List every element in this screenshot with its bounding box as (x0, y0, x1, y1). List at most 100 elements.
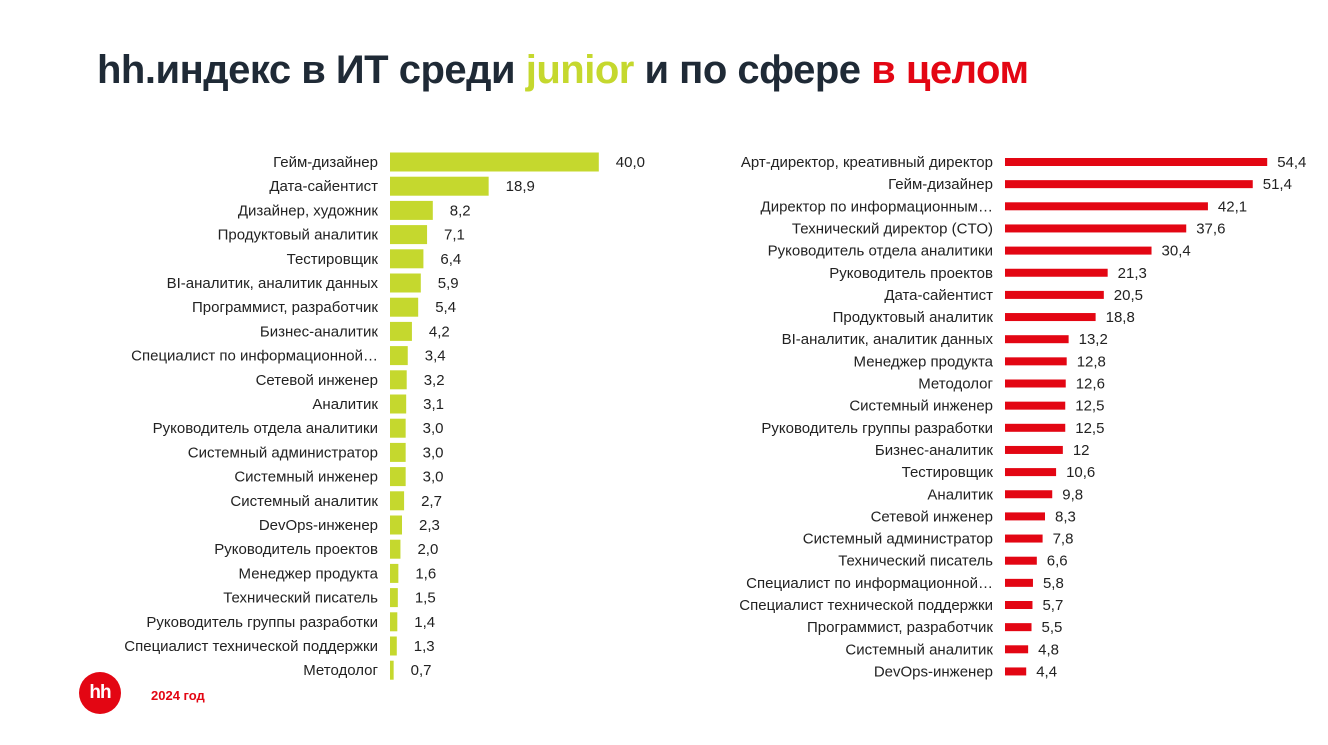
value-label: 7,1 (444, 227, 465, 244)
category-label: Руководитель проектов (214, 541, 378, 558)
category-label: Аналитик (312, 396, 378, 413)
category-label: Бизнес-аналитик (260, 323, 379, 340)
bar (1005, 357, 1067, 366)
bar (1005, 335, 1069, 344)
category-label: Гейм-дизайнер (273, 154, 378, 171)
title-part-1: hh.индекс в ИТ среди (97, 48, 526, 92)
bar (390, 588, 398, 608)
value-label: 5,8 (1043, 575, 1064, 592)
category-label: Системный аналитик (845, 641, 993, 658)
value-label: 13,2 (1079, 331, 1108, 348)
bar (390, 225, 428, 245)
category-label: Методолог (303, 662, 378, 679)
category-label: Дизайнер, художник (238, 202, 379, 219)
value-label: 3,4 (425, 348, 446, 365)
category-label: Дата-сайентист (884, 287, 993, 304)
value-label: 18,9 (506, 178, 535, 195)
value-label: 8,3 (1055, 508, 1076, 525)
category-label: DevOps-инженер (874, 663, 993, 680)
bar (1005, 401, 1066, 410)
value-label: 2,3 (419, 517, 440, 534)
bar (1005, 601, 1033, 609)
value-label: 12 (1073, 442, 1090, 459)
value-label: 5,4 (435, 299, 456, 316)
category-label: Руководитель отдела аналитики (768, 243, 993, 260)
value-label: 5,9 (438, 275, 459, 292)
category-label: Тестировщик (902, 464, 994, 481)
bar (390, 297, 419, 317)
page-title: hh.индекс в ИТ среди junior и по сфере в… (97, 48, 1029, 93)
value-label: 1,5 (415, 590, 436, 607)
bar (390, 418, 406, 438)
title-junior: junior (525, 48, 635, 92)
bar (390, 249, 424, 269)
category-label: Технический писатель (223, 590, 378, 607)
value-label: 1,4 (414, 614, 435, 631)
category-label: Программист, разработчик (192, 299, 378, 316)
category-label: Арт-директор, креативный директор (741, 154, 993, 171)
value-label: 4,4 (1036, 663, 1057, 680)
value-label: 12,6 (1076, 376, 1105, 393)
bar (1005, 180, 1253, 189)
bar (1005, 534, 1043, 543)
value-label: 9,8 (1062, 486, 1083, 503)
bar (390, 176, 489, 196)
bar (1005, 667, 1027, 676)
bar (390, 515, 403, 535)
value-label: 12,5 (1075, 398, 1104, 415)
value-label: 0,7 (411, 662, 432, 679)
bar (1005, 512, 1046, 521)
bar (390, 491, 405, 511)
category-label: Технический директор (CTO) (792, 220, 993, 237)
value-label: 4,8 (1038, 641, 1059, 658)
bar (1005, 645, 1029, 654)
value-label: 7,8 (1053, 531, 1074, 548)
category-label: Специалист технической поддержки (739, 597, 993, 614)
value-label: 12,8 (1077, 353, 1106, 370)
value-label: 3,2 (424, 372, 445, 389)
value-label: 6,4 (440, 251, 461, 268)
bar (1005, 224, 1187, 233)
bar (390, 660, 394, 680)
value-label: 5,5 (1042, 619, 1063, 636)
hh-logo-text: hh (89, 682, 111, 703)
bar (390, 273, 421, 293)
bar (390, 394, 407, 414)
bar (390, 370, 407, 390)
value-label: 3,0 (423, 420, 444, 437)
bar (1005, 313, 1096, 322)
year-label: 2024 год (151, 688, 205, 703)
category-label: Менеджер продукта (854, 353, 994, 370)
category-label: Продуктовый аналитик (833, 309, 994, 326)
value-label: 51,4 (1263, 176, 1292, 193)
value-label: 3,1 (423, 396, 444, 413)
bar (390, 612, 398, 632)
bar (390, 442, 406, 462)
bar (1005, 202, 1208, 211)
value-label: 6,6 (1047, 553, 1068, 570)
value-label: 10,6 (1066, 464, 1095, 481)
category-label: Специалист технической поддержки (124, 638, 378, 655)
category-label: Директор по информационным… (761, 198, 993, 215)
category-label: Технический писатель (838, 553, 993, 570)
bar (1005, 578, 1033, 587)
category-label: Сетевой инженер (256, 372, 378, 389)
value-label: 18,8 (1106, 309, 1135, 326)
category-label: BI-аналитик, аналитик данных (167, 275, 379, 292)
bar (1005, 246, 1152, 255)
category-label: Дата-сайентист (269, 178, 378, 195)
value-label: 5,7 (1042, 597, 1063, 614)
bar (1005, 290, 1104, 299)
value-label: 30,4 (1162, 243, 1191, 260)
bar (1005, 423, 1066, 432)
category-label: Руководитель группы разработки (146, 614, 378, 631)
bar (1005, 556, 1037, 565)
category-label: Тестировщик (287, 251, 379, 268)
value-label: 54,4 (1277, 154, 1306, 171)
value-label: 1,3 (414, 638, 435, 655)
value-label: 4,2 (429, 323, 450, 340)
bar (1005, 268, 1108, 277)
category-label: Гейм-дизайнер (888, 176, 993, 193)
category-label: Руководитель проектов (829, 265, 993, 282)
